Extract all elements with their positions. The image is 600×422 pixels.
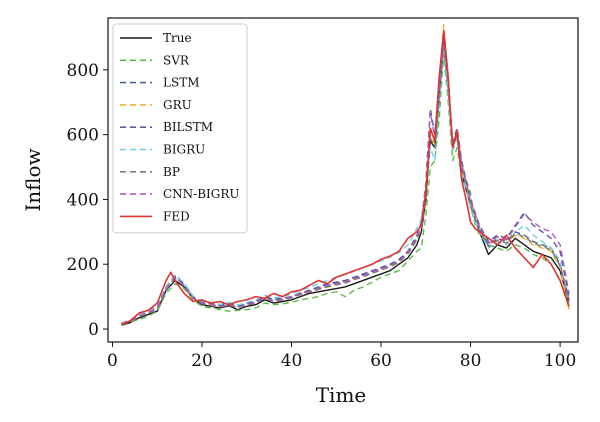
legend-label: LSTM <box>163 76 199 90</box>
series-group <box>121 23 570 326</box>
series-line-bigru <box>121 49 570 325</box>
series-line-bp <box>121 46 570 326</box>
plot-frame <box>107 17 579 343</box>
plot-border <box>107 17 579 343</box>
y-tick-label: 600 <box>67 126 99 146</box>
y-tick-label: 0 <box>88 320 99 340</box>
x-axis-label: Time <box>316 383 367 407</box>
legend-label: GRU <box>163 98 192 112</box>
legend-label: CNN-BIGRU <box>163 187 240 201</box>
series-layer <box>121 23 570 326</box>
legend-label: SVR <box>163 53 190 67</box>
legend-label: BILSTM <box>163 120 213 134</box>
y-tick-label: 200 <box>67 255 99 275</box>
x-tick-label: 20 <box>191 351 213 371</box>
legend-label: BP <box>163 165 180 179</box>
legend-label: FED <box>163 209 190 223</box>
x-tick-label: 40 <box>281 351 303 371</box>
y-tick-label: 400 <box>67 190 99 210</box>
legend-label: BIGRU <box>163 143 205 157</box>
series-line-fed <box>121 30 570 326</box>
x-tick-label: 0 <box>107 351 118 371</box>
x-tick-label: 80 <box>460 351 482 371</box>
axes-layer: 0 20 40 60 80 100 0 200 400 600 800 <box>67 61 577 371</box>
x-tick-label: 100 <box>544 351 576 371</box>
legend-label: True <box>163 31 192 45</box>
x-tick-label: 60 <box>370 351 392 371</box>
legend: True SVR LSTM GRU BILSTM BIGRU BP CNN-BIGRU FED <box>112 23 248 234</box>
y-axis-label: Inflow <box>21 148 45 211</box>
series-line-true <box>121 43 570 326</box>
legend-box <box>112 23 248 234</box>
y-tick-label: 800 <box>67 61 99 81</box>
